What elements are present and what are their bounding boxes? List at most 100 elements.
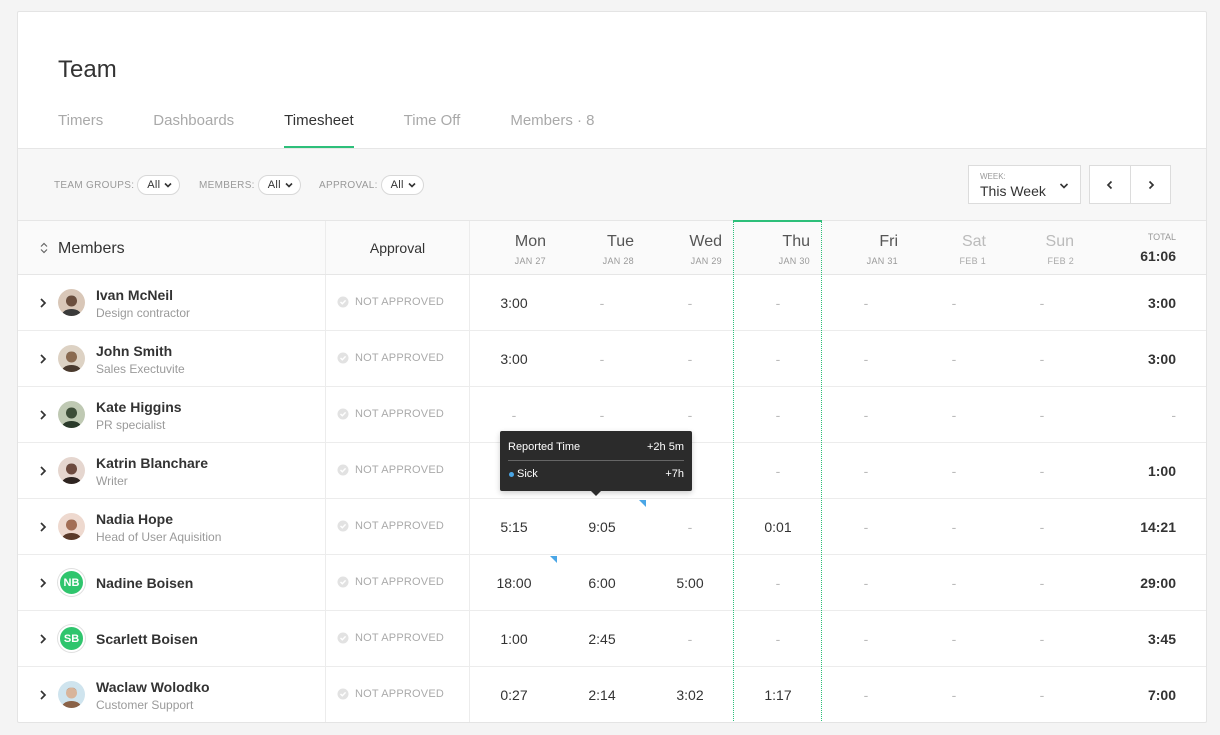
member-name[interactable]: Scarlett Boisen — [96, 631, 198, 647]
previous-week-button[interactable] — [1090, 166, 1130, 203]
tab-timesheet[interactable]: Timesheet — [284, 108, 355, 148]
time-cell[interactable]: - — [646, 611, 734, 666]
approval-cell[interactable]: NOT APPROVED — [326, 331, 470, 386]
time-cell[interactable]: - — [998, 555, 1086, 610]
time-cell[interactable]: - — [734, 443, 822, 498]
time-cell[interactable]: - — [558, 387, 646, 442]
member-name[interactable]: John Smith — [96, 343, 173, 359]
team-groups-dropdown[interactable]: All — [137, 175, 181, 195]
chevron-right-icon[interactable] — [38, 577, 48, 589]
table-row[interactable]: Ivan McNeil Design contractor NOT APPROVED… — [18, 275, 1206, 331]
members-dropdown[interactable]: All — [257, 175, 301, 195]
member-name[interactable]: Waclaw Wolodko — [96, 679, 210, 695]
time-cell[interactable]: 1:00 — [470, 611, 558, 666]
time-cell[interactable]: - — [734, 387, 822, 442]
time-cell[interactable]: 6:00 — [558, 555, 646, 610]
approval-cell[interactable]: NOT APPROVED — [326, 275, 470, 330]
time-cell[interactable]: 5:00 — [646, 555, 734, 610]
time-cell[interactable]: - — [998, 331, 1086, 386]
member-name[interactable]: Ivan McNeil — [96, 287, 174, 303]
chevron-right-icon[interactable] — [38, 409, 48, 421]
tab-dashboards[interactable]: Dashboards — [153, 112, 235, 129]
time-cell[interactable]: 5:15 — [470, 499, 558, 554]
tab-time-off[interactable]: Time Off — [403, 112, 461, 129]
time-cell[interactable]: - — [734, 611, 822, 666]
time-cell[interactable]: - — [822, 443, 910, 498]
time-cell[interactable]: - — [910, 387, 998, 442]
day-date: FEB 1 — [959, 256, 986, 266]
time-cell[interactable]: - — [734, 275, 822, 330]
tab-members[interactable]: Members · 8 — [510, 112, 595, 129]
member-name[interactable]: Kate Higgins — [96, 399, 182, 415]
time-cell[interactable]: - — [822, 499, 910, 554]
time-cell[interactable]: - — [998, 611, 1086, 666]
chevron-right-icon[interactable] — [38, 353, 48, 365]
approval-cell[interactable]: NOT APPROVED — [326, 443, 470, 498]
time-cell[interactable]: - — [734, 331, 822, 386]
approval-cell[interactable]: NOT APPROVED — [326, 555, 470, 610]
time-cell[interactable]: - — [910, 555, 998, 610]
time-cell[interactable]: 3:00 — [470, 275, 558, 330]
time-cell[interactable]: - — [822, 667, 910, 722]
time-cell[interactable]: 0:27 — [470, 667, 558, 722]
approval-dropdown[interactable]: All — [380, 175, 424, 195]
time-cell[interactable]: - — [998, 499, 1086, 554]
chevron-right-icon[interactable] — [38, 633, 48, 645]
note-marker[interactable] — [550, 556, 557, 563]
tab-timers[interactable]: Timers — [58, 112, 104, 129]
time-cell[interactable]: 3:02 — [646, 667, 734, 722]
time-cell[interactable]: - — [910, 667, 998, 722]
time-cell[interactable]: - — [822, 611, 910, 666]
table-row[interactable]: John Smith Sales Exectuvite NOT APPROVED 3:… — [18, 331, 1206, 387]
table-row[interactable]: Katrin Blanchare Writer NOT APPROVED 1:00 - -… — [18, 443, 1206, 499]
approval-cell[interactable]: NOT APPROVED — [326, 387, 470, 442]
chevron-right-icon[interactable] — [38, 689, 48, 701]
member-name[interactable]: Nadine Boisen — [96, 575, 194, 591]
time-cell[interactable]: - — [646, 499, 734, 554]
table-row[interactable]: Waclaw Wolodko Customer Support NOT APPROV… — [18, 667, 1206, 722]
approval-cell[interactable]: NOT APPROVED — [326, 667, 470, 722]
time-cell[interactable]: - — [910, 331, 998, 386]
time-cell[interactable]: - — [998, 275, 1086, 330]
time-cell[interactable]: - — [910, 499, 998, 554]
next-week-button[interactable] — [1130, 166, 1170, 203]
time-cell[interactable]: - — [910, 275, 998, 330]
table-row[interactable]: NB Nadine Boisen NOT APPROVED 18:00 6:00 5:00… — [18, 555, 1206, 611]
chevron-right-icon[interactable] — [38, 521, 48, 533]
note-marker[interactable] — [639, 500, 646, 507]
time-cell[interactable]: - — [822, 555, 910, 610]
time-cell[interactable]: - — [998, 443, 1086, 498]
time-cell[interactable]: - — [558, 331, 646, 386]
time-cell[interactable]: - — [910, 443, 998, 498]
time-cell[interactable]: 1:17 — [734, 667, 822, 722]
time-cell[interactable]: - — [558, 275, 646, 330]
time-cell[interactable]: 3:00 — [470, 331, 558, 386]
time-cell[interactable]: - — [470, 387, 558, 442]
chevron-right-icon[interactable] — [38, 465, 48, 477]
time-cell[interactable]: - — [822, 387, 910, 442]
table-row[interactable]: SB Scarlett Boisen NOT APPROVED 1:00 2:45 - - -… — [18, 611, 1206, 667]
time-cell[interactable]: - — [910, 611, 998, 666]
chevron-right-icon[interactable] — [38, 297, 48, 309]
time-cell[interactable]: 9:05 — [558, 499, 646, 554]
time-cell[interactable]: 18:00 — [470, 555, 558, 610]
time-cell[interactable]: - — [646, 275, 734, 330]
time-cell[interactable]: - — [822, 275, 910, 330]
member-name[interactable]: Katrin Blanchare — [96, 455, 209, 471]
time-cell[interactable]: - — [998, 667, 1086, 722]
member-name[interactable]: Nadia Hope — [96, 511, 174, 527]
week-select[interactable]: WEEK: This Week — [968, 165, 1081, 204]
time-cell[interactable]: 2:14 — [558, 667, 646, 722]
time-cell[interactable]: 0:01 — [734, 499, 822, 554]
approval-cell[interactable]: NOT APPROVED — [326, 611, 470, 666]
members-column-header[interactable]: Members — [18, 221, 326, 274]
table-row[interactable]: Nadia Hope Head of User Aquisition NOT APP… — [18, 499, 1206, 555]
time-cell[interactable]: - — [646, 387, 734, 442]
time-cell[interactable]: - — [734, 555, 822, 610]
time-cell[interactable]: - — [646, 331, 734, 386]
time-cell[interactable]: - — [998, 387, 1086, 442]
sort-icon[interactable] — [40, 242, 48, 254]
approval-cell[interactable]: NOT APPROVED — [326, 499, 470, 554]
time-cell[interactable]: - — [822, 331, 910, 386]
time-cell[interactable]: 2:45 — [558, 611, 646, 666]
